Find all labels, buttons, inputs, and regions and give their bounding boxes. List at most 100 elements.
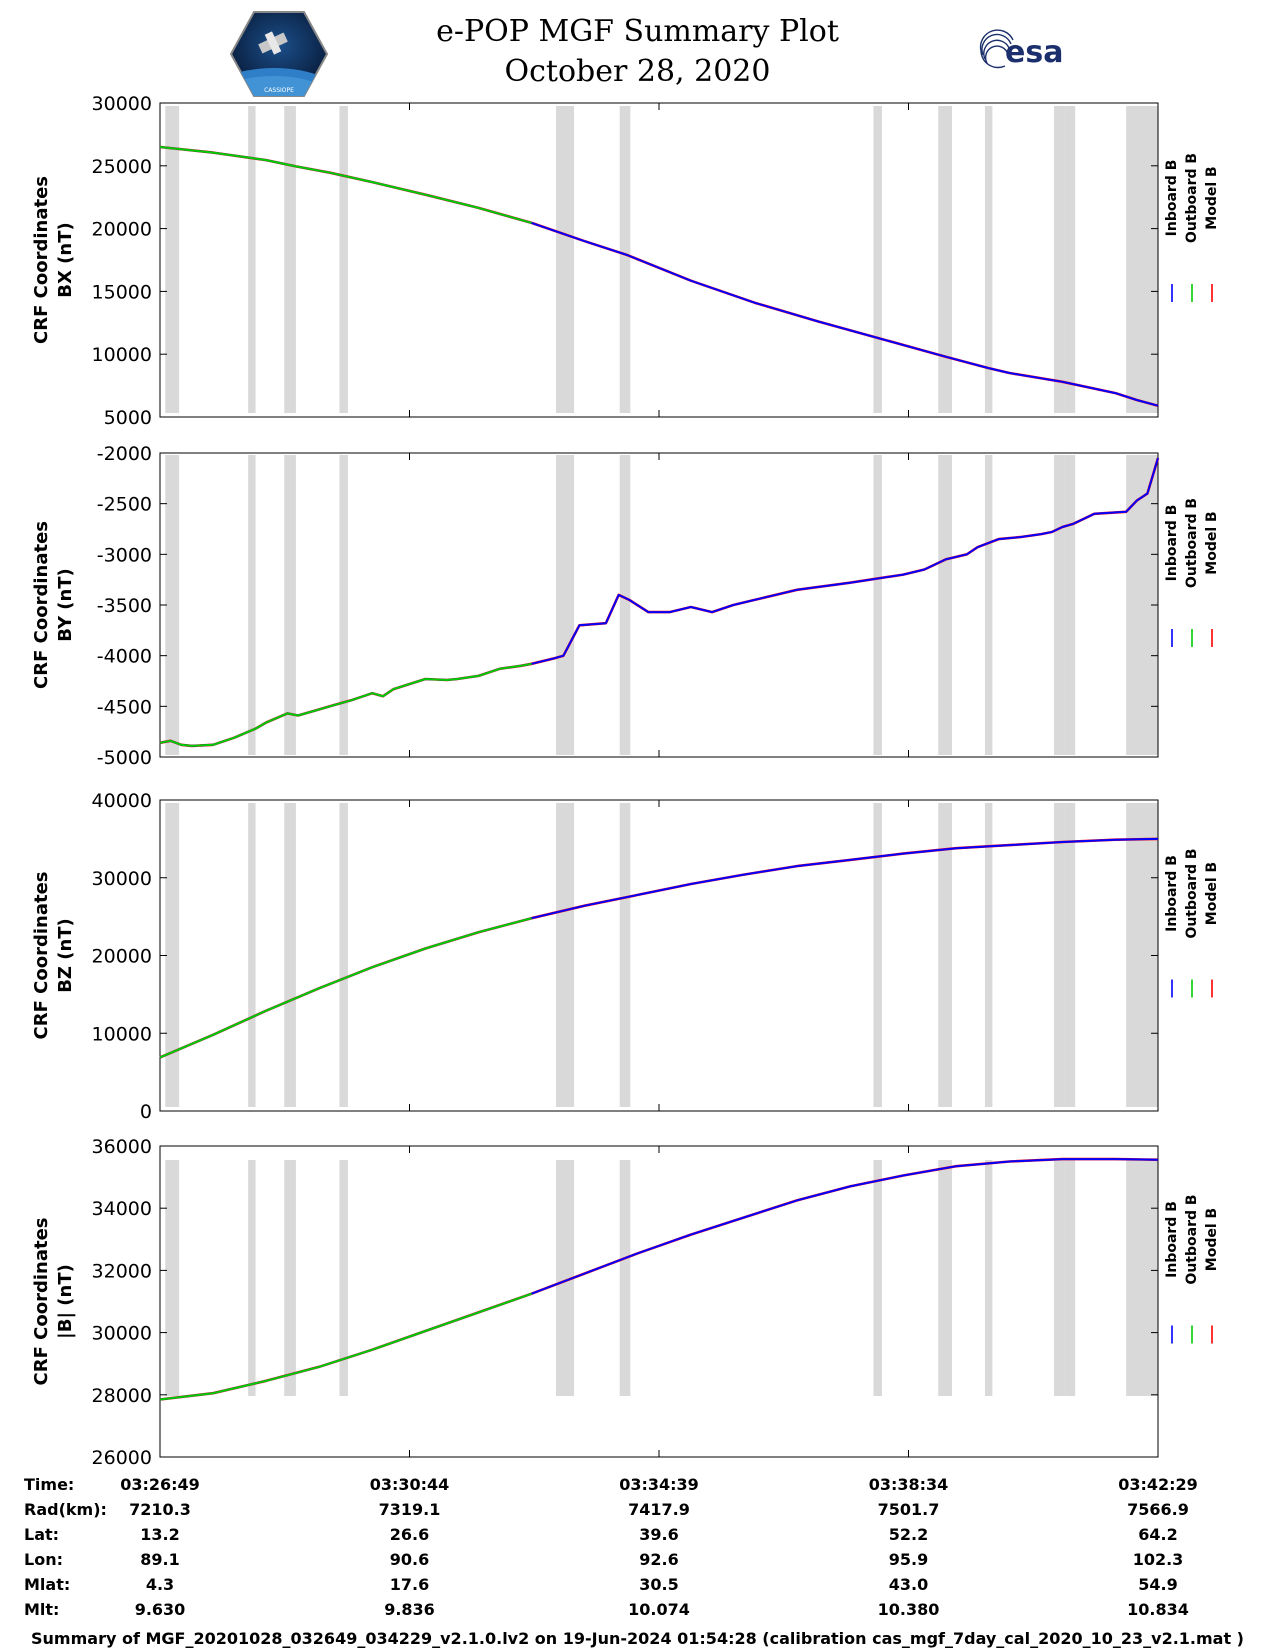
- gap-band: [1053, 803, 1066, 1107]
- info-cell: 89.1: [140, 1550, 179, 1569]
- info-cell: 9.630: [135, 1600, 186, 1619]
- info-cell: 90.6: [390, 1550, 429, 1569]
- y-tick-label: -5000: [97, 747, 152, 769]
- model-b-line: [159, 837, 1159, 1059]
- gap-band: [556, 803, 575, 1107]
- chart-date: October 28, 2020: [504, 54, 771, 89]
- model-b-line: [159, 1157, 1159, 1401]
- legend-entry: Outboard B: [1184, 848, 1200, 938]
- y-axis-label: |B| (nT): [55, 1264, 76, 1339]
- info-row-label: Lon:: [24, 1550, 63, 1569]
- info-cell: 03:30:44: [370, 1475, 450, 1494]
- panel-4: 26000 28000 30000 32000 34000 36000 CRF Coordi…: [31, 1136, 1220, 1469]
- gap-band: [339, 803, 348, 1107]
- model-b-line: [159, 457, 1160, 748]
- gap-band: [339, 1160, 348, 1396]
- gap-band: [984, 1160, 993, 1396]
- inboard-b-line: [159, 457, 1159, 747]
- plot-frame: [159, 1145, 1159, 1458]
- info-cell: 10.074: [628, 1600, 690, 1619]
- legend-entry: Inboard B: [1164, 855, 1180, 932]
- info-row-label: Lat:: [24, 1525, 59, 1544]
- gap-band: [1065, 455, 1076, 755]
- footer-caption: Summary of MGF_20201028_032649_034229_v2…: [31, 1629, 1244, 1648]
- info-cell: 7501.7: [878, 1500, 940, 1519]
- gap-band: [248, 106, 256, 413]
- legend-entry: Model B: [1204, 166, 1220, 229]
- esa-logo-text: esa: [1005, 35, 1063, 70]
- gap-band: [984, 455, 993, 755]
- plot-frame: [159, 799, 1159, 1112]
- y-tick-label: 20000: [92, 219, 152, 241]
- gap-band: [619, 455, 631, 755]
- y-tick-label: 36000: [92, 1136, 152, 1158]
- gap-band: [284, 106, 296, 413]
- y-axis-label: CRF Coordinates: [31, 521, 52, 689]
- outboard-b-line: [159, 1292, 532, 1401]
- info-cell: 102.3: [1133, 1550, 1184, 1569]
- y-tick-label: 34000: [92, 1198, 152, 1220]
- gap-band: [873, 1160, 882, 1396]
- panel-3: 0 10000 20000 30000 40000 CRF Coordinates BZ (…: [31, 790, 1220, 1123]
- info-cell: 39.6: [639, 1525, 678, 1544]
- gap-band: [1053, 106, 1066, 413]
- plot-frame: [159, 102, 1159, 418]
- info-cell: 30.5: [639, 1575, 678, 1594]
- legend-entry: Outboard B: [1184, 498, 1200, 588]
- y-tick-label: 15000: [92, 281, 152, 303]
- legend-entry: Outboard B: [1184, 153, 1200, 243]
- chart-title: e-POP MGF Summary Plot: [436, 14, 839, 49]
- gap-band: [938, 1160, 953, 1396]
- y-tick-label: -3500: [97, 595, 152, 617]
- y-tick-label: -4000: [97, 646, 152, 668]
- gap-band: [556, 1160, 575, 1396]
- legend-entry: Model B: [1204, 1208, 1220, 1271]
- gap-band: [873, 455, 882, 755]
- info-cell: 10.834: [1127, 1600, 1189, 1619]
- gap-band: [339, 106, 348, 413]
- logo-lettering: CASSIOPE: [264, 87, 294, 94]
- legend-entry: Inboard B: [1164, 505, 1180, 582]
- y-tick-label: 10000: [92, 1023, 152, 1045]
- panel-1: 5000 10000 15000 20000 25000 30000 CRF Coordin…: [31, 93, 1220, 429]
- cassiope-logo: CASSIOPE: [229, 11, 329, 97]
- gap-band: [165, 455, 180, 755]
- gap-band: [556, 106, 575, 413]
- info-cell: 54.9: [1138, 1575, 1177, 1594]
- gap-band: [165, 106, 180, 413]
- y-tick-label: 26000: [92, 1447, 152, 1469]
- y-tick-label: 0: [140, 1101, 152, 1123]
- info-row-label: Rad(km):: [24, 1500, 107, 1519]
- legend-entry: Inboard B: [1164, 1201, 1180, 1278]
- y-tick-label: 25000: [92, 156, 152, 178]
- legend-entry: Model B: [1204, 862, 1220, 925]
- gap-band: [1065, 803, 1076, 1107]
- gap-band: [284, 803, 296, 1107]
- gap-band: [1065, 106, 1076, 413]
- gap-band: [165, 1160, 180, 1396]
- gap-band: [1053, 1160, 1066, 1396]
- y-tick-label: 32000: [92, 1260, 152, 1282]
- gap-band: [938, 106, 953, 413]
- info-cell: 03:26:49: [120, 1475, 200, 1494]
- gap-band: [873, 106, 882, 413]
- gap-band: [619, 106, 631, 413]
- y-tick-label: 20000: [92, 946, 152, 968]
- info-cell: 43.0: [889, 1575, 928, 1594]
- outboard-b-line: [159, 917, 532, 1059]
- y-tick-label: -2000: [97, 443, 152, 465]
- y-tick-label: 28000: [92, 1385, 152, 1407]
- legend-entry: Inboard B: [1164, 160, 1180, 237]
- info-row-label: Mlat:: [24, 1575, 70, 1594]
- y-tick-label: 30000: [92, 93, 152, 115]
- y-tick-label: 10000: [92, 344, 152, 366]
- outboard-b-line: [159, 662, 532, 747]
- gap-band: [619, 803, 631, 1107]
- info-cell: 10.380: [878, 1600, 940, 1619]
- info-cell: 7417.9: [628, 1500, 690, 1519]
- gap-band: [619, 1160, 631, 1396]
- y-tick-label: 40000: [92, 790, 152, 812]
- gap-band: [984, 803, 993, 1107]
- info-cell: 4.3: [146, 1575, 174, 1594]
- info-row-label: Mlt:: [24, 1600, 59, 1619]
